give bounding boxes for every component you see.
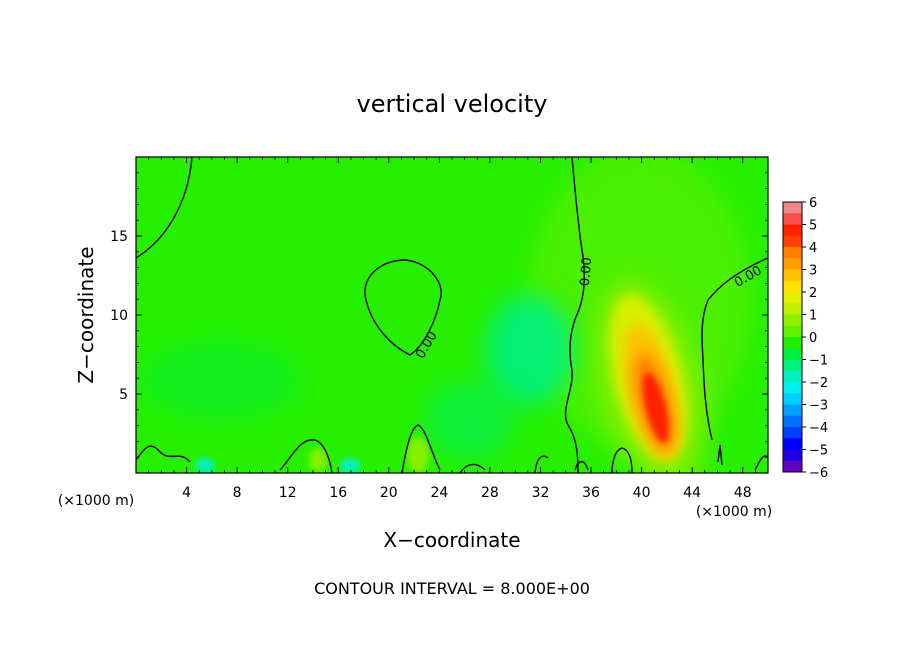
surface-cell-a <box>195 458 215 473</box>
downdraft-region <box>485 295 575 405</box>
x-tick-label: 28 <box>481 485 499 501</box>
colorbar-label: −4 <box>809 421 828 436</box>
x-tick-label: 24 <box>430 485 448 501</box>
contour-closed-loop <box>364 259 442 356</box>
colorbar-label: −3 <box>809 399 828 414</box>
contour-right <box>701 257 768 441</box>
updraft-core <box>595 279 706 473</box>
x-axis-title: X−coordinate <box>383 528 520 552</box>
contour-top-left <box>136 157 193 259</box>
colorbar-swatch <box>783 404 802 417</box>
colorbar-swatch <box>783 235 802 248</box>
x-tick-label: 36 <box>582 485 600 501</box>
colorbar-swatch <box>783 202 802 214</box>
colorbar-swatch <box>783 393 802 405</box>
colorbar-label: 5 <box>809 219 817 234</box>
contour-lines <box>136 157 768 473</box>
colorbar-swatch <box>783 314 802 327</box>
y-axis: 5 10 15 <box>110 172 768 458</box>
colorbar-swatch <box>783 415 802 428</box>
y-tick-label: 15 <box>110 229 128 245</box>
x-unit-label-right: (×1000 m) <box>696 504 772 520</box>
surface-cell-d <box>407 437 429 473</box>
y-axis-title: Z−coordinate <box>74 246 98 383</box>
y-tick-label: 10 <box>110 308 128 324</box>
x-tick-label: 4 <box>182 485 191 501</box>
x-tick-label: 12 <box>279 485 297 501</box>
colorbar-swatch <box>783 303 802 315</box>
colorbar-label: 3 <box>809 264 817 279</box>
colorbar-label: −5 <box>809 444 828 459</box>
chart-title: vertical velocity <box>357 90 548 118</box>
colorbar-label: −2 <box>809 376 828 391</box>
colorbar-label: −1 <box>809 354 828 369</box>
velocity-field <box>136 157 768 473</box>
y-tick-label: 5 <box>119 387 128 403</box>
colorbar-label: −6 <box>809 466 828 481</box>
updraft-layer-4 <box>642 372 669 443</box>
colorbar-swatch <box>783 337 802 349</box>
colorbar-swatch <box>783 325 802 338</box>
colorbar-swatch <box>783 460 802 473</box>
x-tick-label: 44 <box>683 485 701 501</box>
colorbar-swatch <box>783 370 802 383</box>
contour-label-center: 0.00 <box>578 257 595 287</box>
colorbar-swatch <box>783 449 802 462</box>
colorbar-label: 0 <box>809 331 817 346</box>
colorbar-swatch <box>783 427 802 439</box>
colorbar-swatch <box>783 224 802 237</box>
colorbar: 6 5 4 3 2 1 0 −1 −2 −3 −4 −5 −6 <box>782 196 828 481</box>
colorbar-swatch <box>783 269 802 282</box>
colorbar-swatch <box>783 292 802 304</box>
colorbar-swatch <box>783 247 802 259</box>
colorbar-swatch <box>783 258 802 270</box>
colorbar-swatch <box>783 280 802 293</box>
colorbar-label: 2 <box>809 286 817 301</box>
colorbar-label: 6 <box>809 196 817 211</box>
surface-cell-b <box>340 458 360 473</box>
x-tick-label: 40 <box>633 485 651 501</box>
x-tick-label: 48 <box>734 485 752 501</box>
x-axis: 4 8 12 16 20 24 28 32 36 40 44 48 <box>148 157 756 501</box>
surface-cell-c <box>309 448 327 472</box>
colorbar-swatch <box>783 438 802 450</box>
contour-center <box>564 157 586 473</box>
colorbar-swatch <box>783 382 802 394</box>
x-tick-label: 32 <box>532 485 550 501</box>
colorbar-label: 4 <box>809 241 817 256</box>
colorbar-swatch <box>783 348 802 360</box>
x-tick-label: 16 <box>329 485 347 501</box>
left-weak-down <box>140 340 300 420</box>
contour-interval-footer: CONTOUR INTERVAL = 8.000E+00 <box>314 579 590 598</box>
x-tick-label: 8 <box>233 485 242 501</box>
x-unit-label-left: (×1000 m) <box>58 493 134 509</box>
colorbar-swatch <box>783 359 802 372</box>
downdraft-tail <box>425 380 515 460</box>
x-tick-label: 20 <box>380 485 398 501</box>
contour-bottom <box>136 424 768 473</box>
colorbar-swatch <box>783 213 802 225</box>
colorbar-label: 1 <box>809 309 817 324</box>
